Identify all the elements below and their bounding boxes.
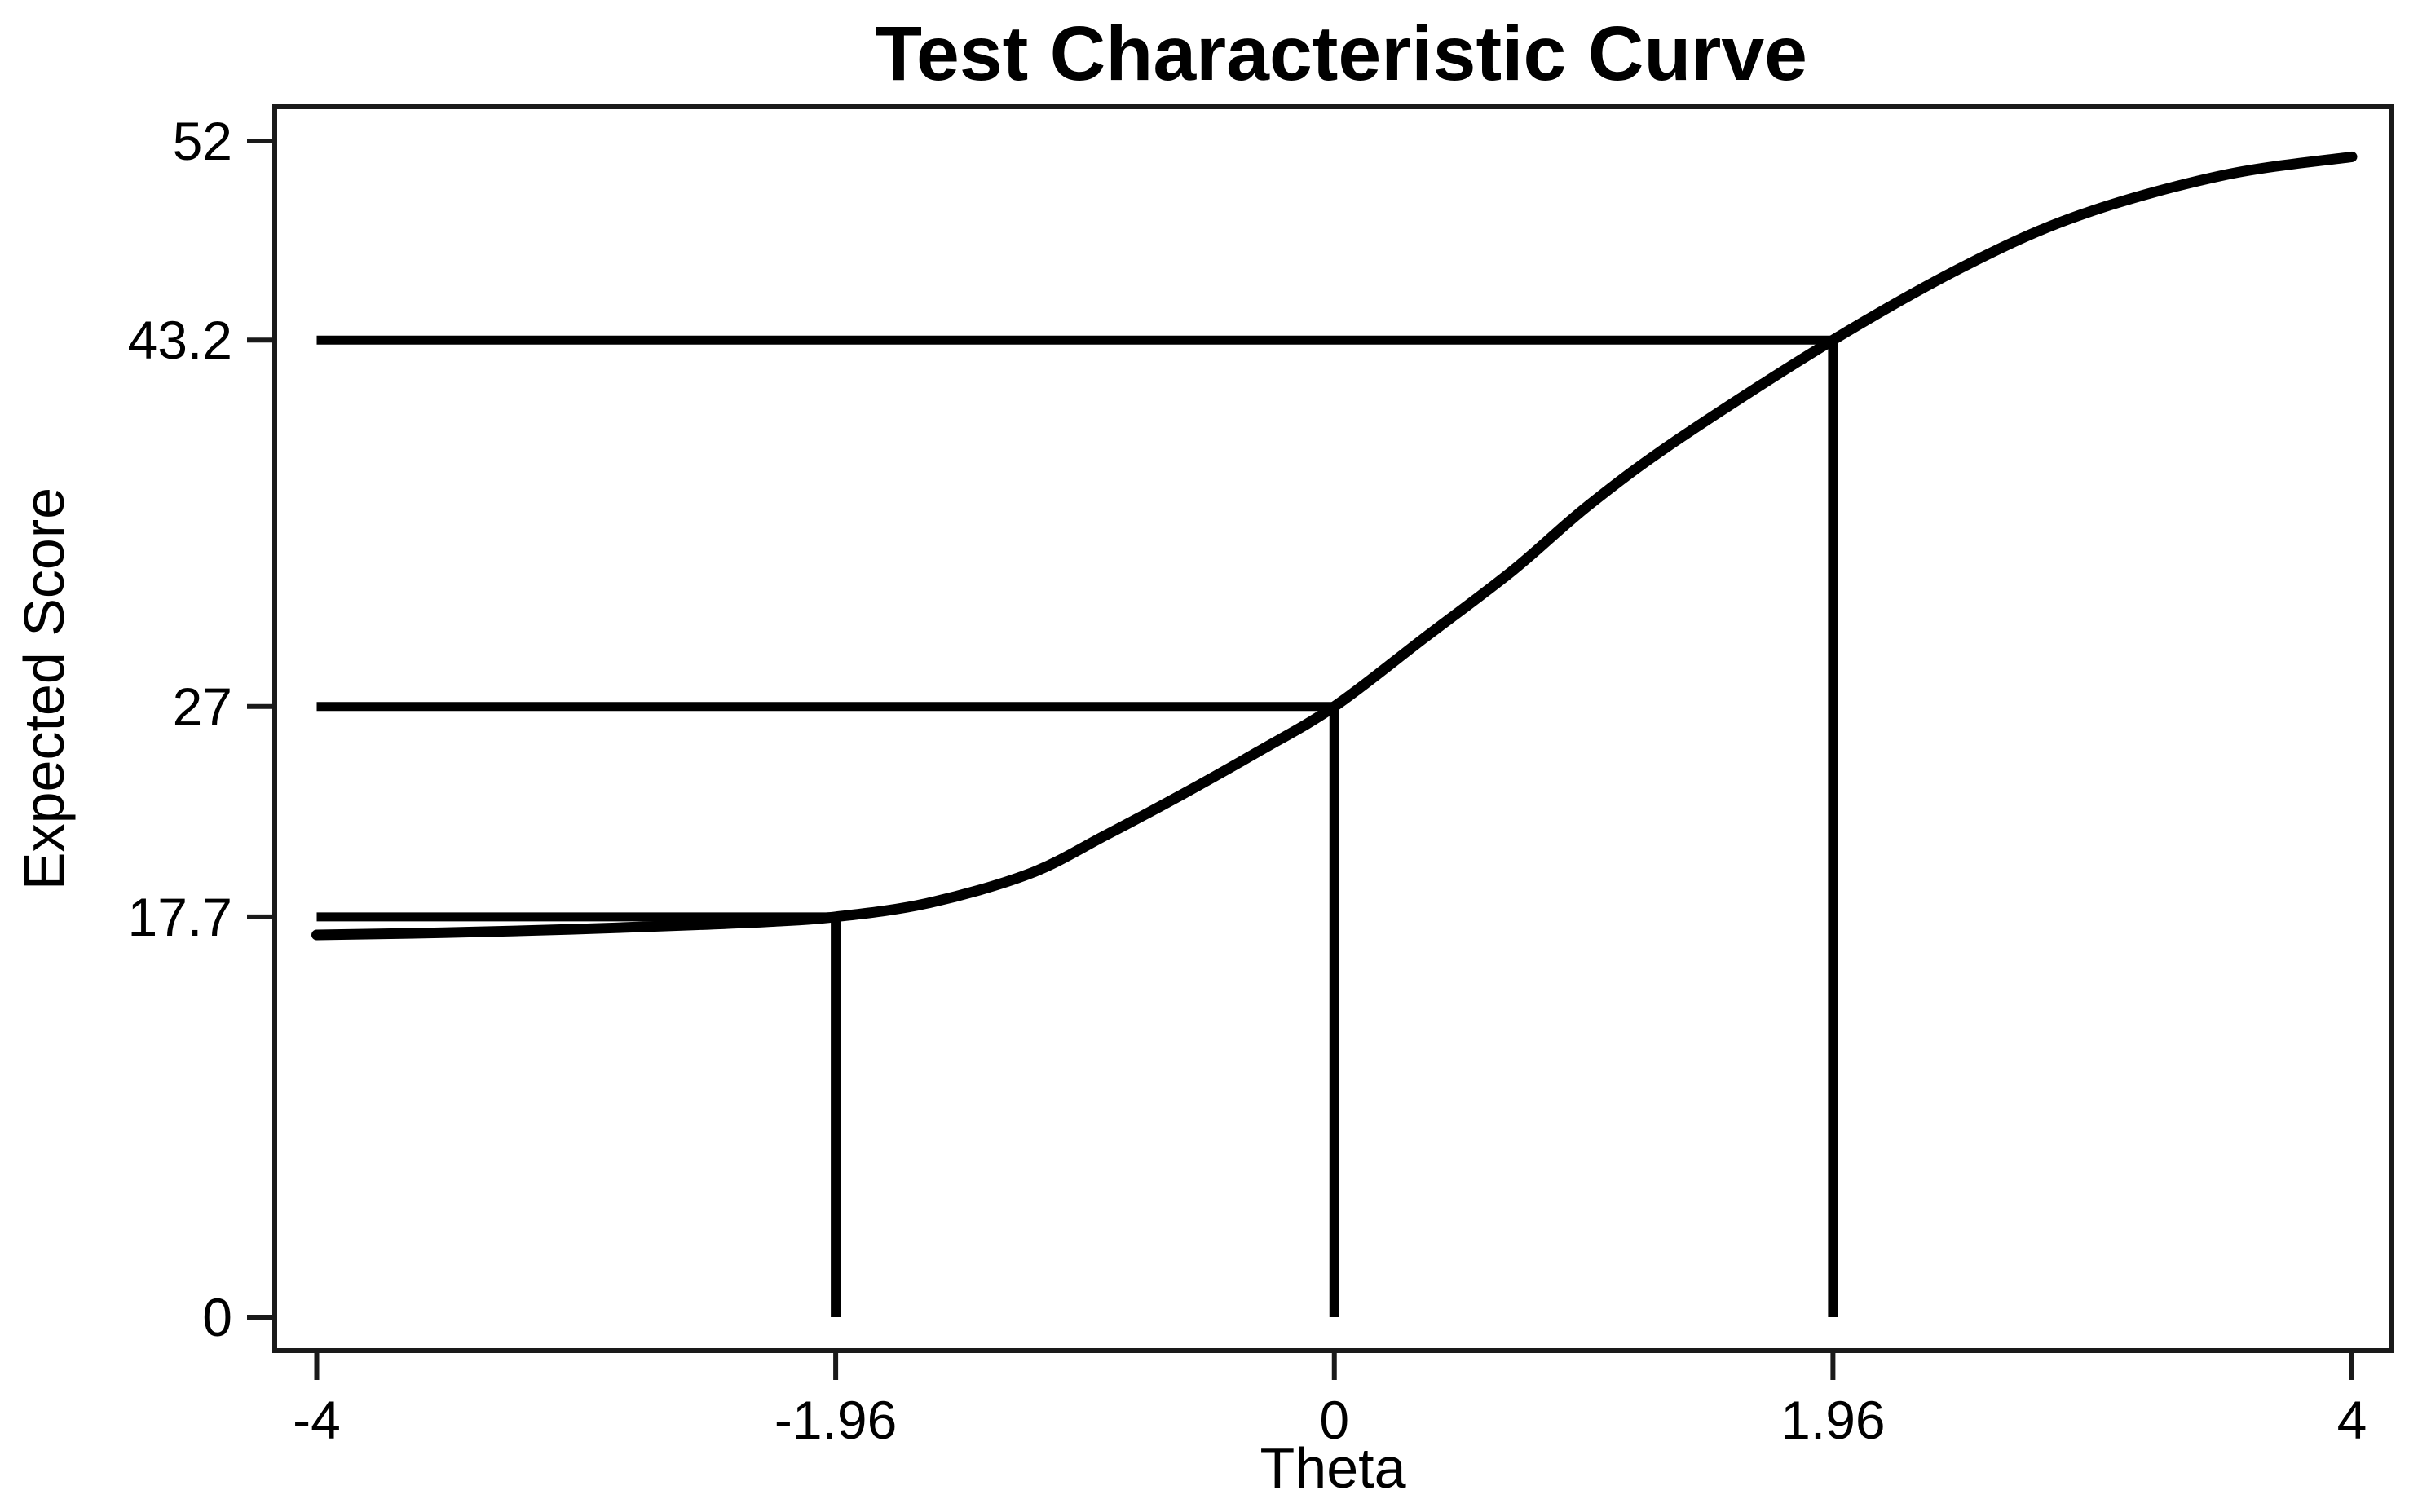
y-axis-label: Expected Score [12, 487, 76, 890]
x-tick-label: -4 [293, 1390, 341, 1450]
x-axis-label: Theta [1260, 1436, 1406, 1500]
y-tick-label: 17.7 [128, 887, 232, 947]
y-tick-label: 27 [173, 677, 232, 737]
chart-title: Test Characteristic Curve [875, 11, 1807, 97]
curve-layer [311, 151, 2358, 941]
x-tick-label: -1.96 [774, 1390, 897, 1450]
axis-ticks-layer: 0 17.7 27 43.2 52 -4 -1.96 0 1.96 4 [128, 111, 2367, 1450]
y-tick-label: 0 [202, 1287, 232, 1347]
x-tick-label: 1.96 [1780, 1390, 1885, 1450]
x-tick-label: 0 [1319, 1390, 1349, 1450]
y-tick-label: 52 [173, 111, 232, 171]
tcc-curve [311, 151, 2358, 941]
x-tick-label: 4 [2337, 1390, 2367, 1450]
y-tick-label: 43.2 [128, 310, 232, 370]
reference-lines-layer [316, 335, 1838, 1317]
